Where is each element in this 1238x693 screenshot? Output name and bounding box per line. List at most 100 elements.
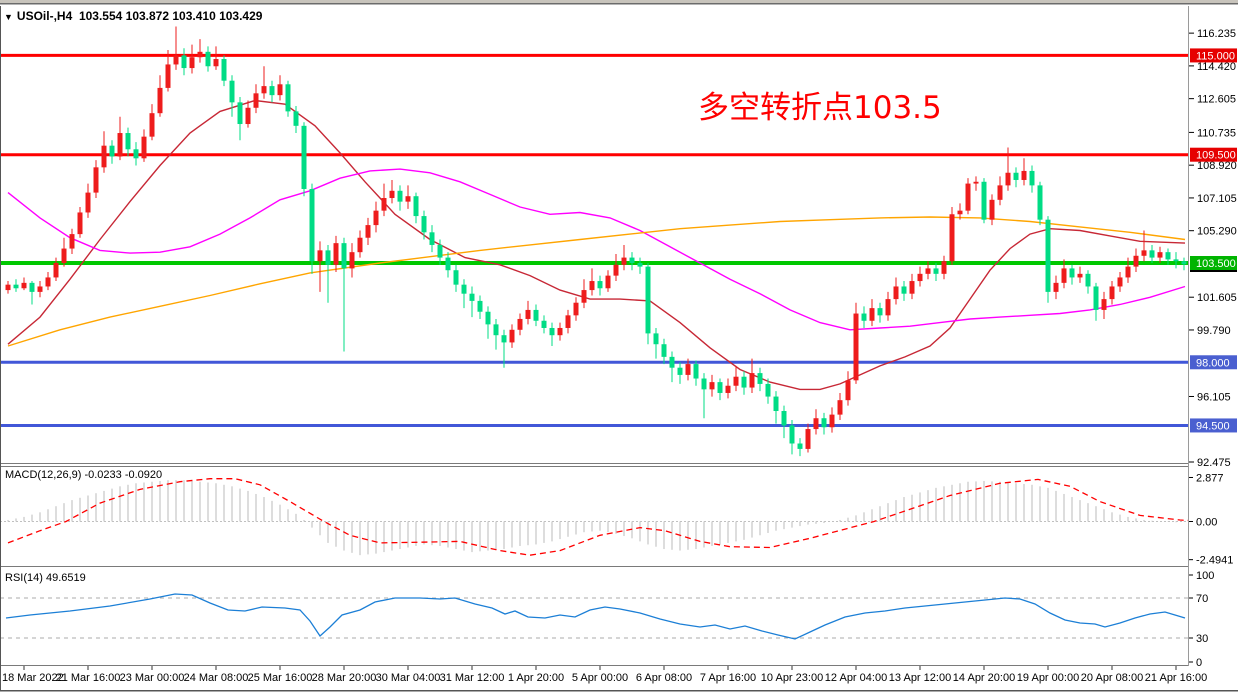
candle-body [845,380,851,401]
candle-body [389,190,395,199]
candle-body [61,248,67,263]
current-price-underline [1190,270,1237,272]
candle-body [853,313,859,381]
price-tick-label: 116.235 [1197,28,1236,40]
candle-body [293,111,299,126]
candle-body [685,364,691,375]
price-tick-label: 107.105 [1197,193,1237,205]
candle-body [1013,172,1019,180]
candle-body [829,414,835,428]
candle-body [317,250,323,262]
price-badge [1190,147,1237,162]
candle-body [253,93,259,108]
price-badge [1190,355,1237,370]
candle-body [917,273,923,282]
candle-body [309,188,315,262]
time-tick-label: 20 Apr 08:00 [1081,672,1143,684]
candle-body [189,57,195,69]
candle-body [437,244,443,258]
symbol-period-title: USOil-,H4 [16,9,73,23]
ohlc-values: 103.554 103.872 103.410 103.429 [78,9,263,23]
candle-body [693,364,699,379]
candle-body [381,198,387,211]
candle-body [981,181,987,220]
candle-body [1149,250,1155,258]
ohlc-dropdown-icon[interactable]: ▼ [4,12,13,22]
candle-body [37,286,43,292]
price-axis[interactable]: 116.235 114.420 112.605 110.735 108.920 107.1… [1189,6,1238,690]
candle-body [821,418,827,428]
left-edge [0,6,1,690]
macd-scale-label: 0.00 [1196,517,1217,529]
candle-body [229,80,235,103]
candle-body [77,212,83,235]
candle-body [1117,277,1123,287]
chart-header: ▼ USOil-,H4 103.554 103.872 103.410 103.4… [4,9,262,23]
candle-body [1029,170,1035,186]
candle-body [133,149,139,159]
time-tick-label: 28 Mar 20:00 [312,672,377,684]
candle-body [325,250,331,265]
candle-body [1037,185,1043,220]
candle-body [541,320,547,328]
candle-body [741,376,747,388]
candle-body [413,196,419,217]
chinese-annotation-text[interactable]: 多空转折点103.5 [698,90,942,126]
candle-body [277,84,283,96]
separator-macd-rsi[interactable] [0,566,1238,567]
price-badge-label: 109.500 [1196,150,1236,162]
candle-body [789,425,795,444]
candle-body [357,237,363,253]
candle-body [1133,255,1139,267]
candle-body [237,102,243,125]
candle-body [269,86,275,96]
time-tick-label: 7 Apr 16:00 [700,672,756,684]
time-tick-label: 6 Apr 08:00 [636,672,692,684]
price-tick-label: 99.790 [1197,325,1231,337]
candle-body [141,136,147,159]
candle-body [773,396,779,412]
candle-body [1101,299,1107,310]
candle-body [1053,282,1059,292]
candle-body [909,281,915,294]
candle-body [1061,268,1067,283]
time-tick-label: 21 Apr 16:00 [1145,672,1207,684]
candle-body [661,344,667,357]
candle-body [125,133,131,150]
candle-body [613,264,619,276]
candle-body [53,263,59,278]
candle-body [453,270,459,285]
candle-body [1109,286,1115,300]
candle-body [69,234,75,249]
candle-body [557,327,563,336]
rsi-scale-label: 100 [1196,570,1214,582]
candle-body [397,190,403,202]
time-tick-label: 14 Apr 20:00 [953,672,1015,684]
separator-main-macd[interactable] [0,463,1238,464]
candle-body [565,315,571,328]
candle-body [429,232,435,245]
time-tick-label: 10 Apr 23:00 [761,672,823,684]
time-tick-label: 31 Mar 12:00 [440,672,505,684]
time-tick-label: 21 Mar 16:00 [56,672,121,684]
candle-body [525,309,531,319]
candle-body [373,210,379,226]
candle-body [485,311,491,325]
time-tick-label: 12 Apr 04:00 [825,672,887,684]
candle-body [341,243,347,269]
candle-body [173,55,179,65]
candle-body [749,373,755,388]
candle-body [29,282,35,292]
time-tick-label: 13 Apr 12:00 [889,672,951,684]
candle-body [461,284,467,294]
candle-body [205,51,211,67]
candle-body [653,333,659,345]
price-badge-label: 103.500 [1196,258,1236,270]
candle-body [13,284,19,289]
candle-body [109,145,115,157]
candle-body [501,335,507,343]
candle-body [701,378,707,390]
candle-body [621,257,627,265]
